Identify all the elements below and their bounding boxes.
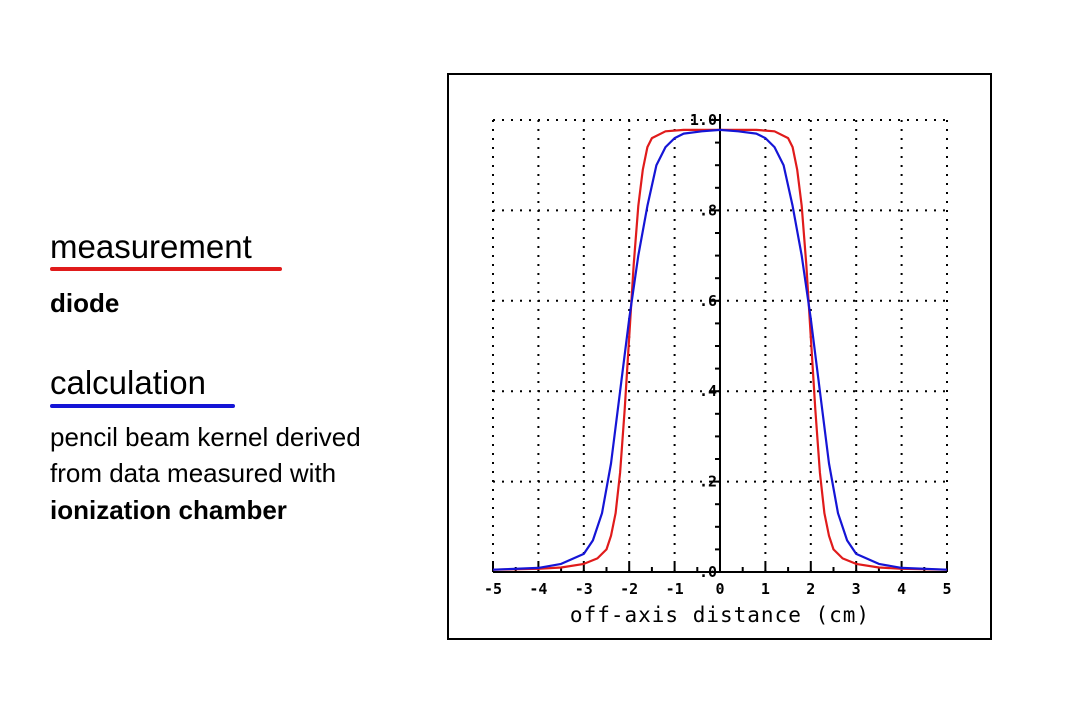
x-tick-label: 5 [942,580,951,598]
x-tick-label: -1 [666,580,684,598]
x-tick-label: -3 [575,580,593,598]
y-tick-label: .6 [699,292,717,310]
calculation-detail-line-2: from data measured with [50,458,337,488]
calculation-heading: calculation [50,364,206,401]
x-tick-label: 4 [897,580,906,598]
x-tick-label: 2 [806,580,815,598]
x-tick-label: -2 [620,580,638,598]
measurement-heading: measurement [50,228,252,265]
x-axis-title: off-axis distance (cm) [570,603,870,627]
y-tick-label: .8 [699,201,717,219]
y-tick-label: 1.0 [690,111,717,129]
calculation-underline [50,404,235,408]
y-tick-label: .2 [699,473,717,491]
dose-profile-chart: -5 -4 -3 -2 -1 0 1 2 3 4 5 .0 .2 .4 .6 .8 1.0 off-axis d… [484,111,952,627]
x-tick-label: 0 [715,580,724,598]
x-tick-label: -5 [484,580,502,598]
measurement-detail: diode [50,288,120,318]
y-tick-label: .0 [699,563,717,581]
x-tick-label: -4 [529,580,547,598]
x-tick-label: 3 [852,580,861,598]
tick-labels: -5 -4 -3 -2 -1 0 1 2 3 4 5 .0 .2 .4 .6 .8 1.0 [484,111,952,598]
series [492,128,948,571]
chart-frame: -5 -4 -3 -2 -1 0 1 2 3 4 5 .0 .2 .4 .6 .8 1.0 off-axis d… [447,73,992,640]
measurement-underline [50,267,282,271]
calculation-curve [492,128,948,571]
axes [492,114,948,573]
calculation-detail-line-3: ionization chamber [50,495,287,525]
y-tick-label: .4 [699,382,717,400]
x-tick-label: 1 [761,580,770,598]
calculation-detail-line-1: pencil beam kernel derived [50,422,361,452]
